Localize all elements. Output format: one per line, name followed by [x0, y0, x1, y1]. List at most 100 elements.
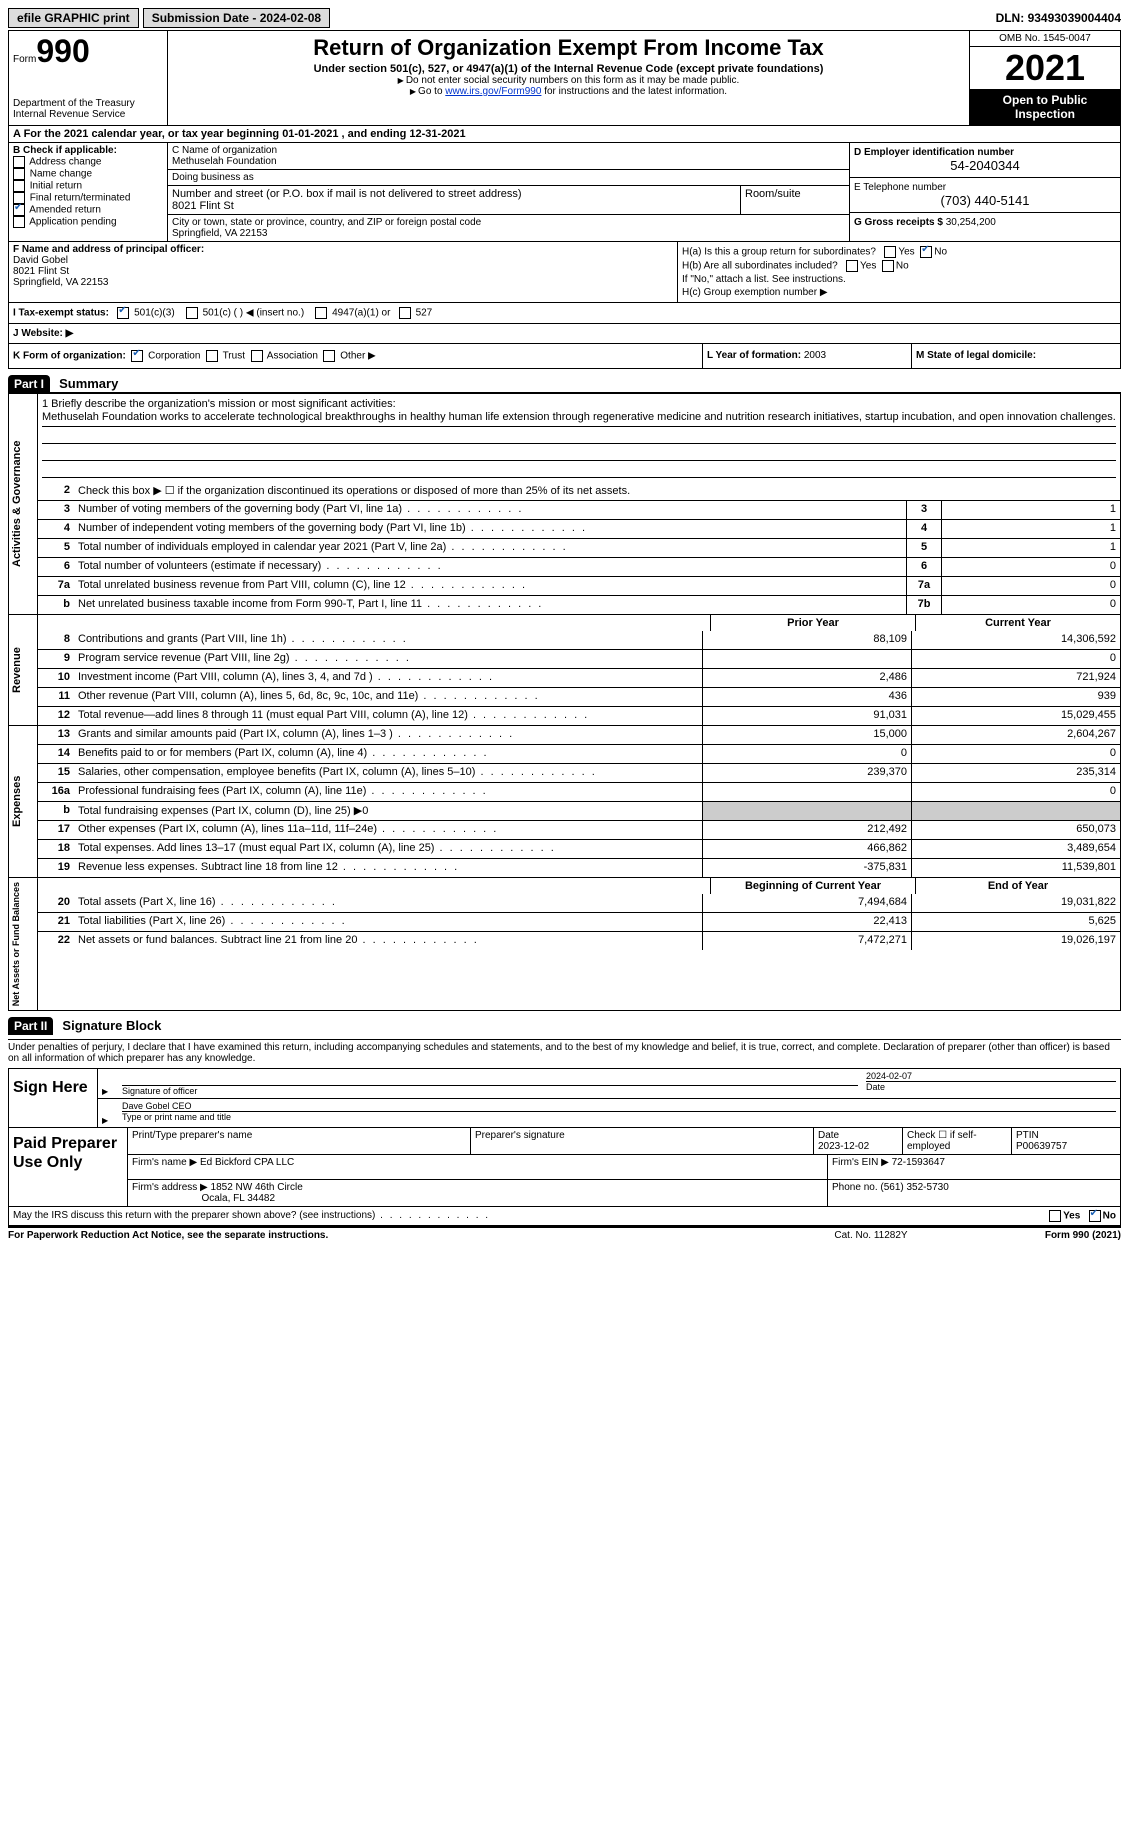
- row-desc: Salaries, other compensation, employee b…: [74, 764, 702, 782]
- current-val: 650,073: [911, 821, 1120, 839]
- row-desc: Total number of individuals employed in …: [74, 539, 906, 557]
- side-revenue: Revenue: [9, 615, 38, 725]
- colb-checkbox[interactable]: [13, 216, 25, 228]
- subtitle-2: Do not enter social security numbers on …: [172, 75, 965, 86]
- table-row: 9Program service revenue (Part VIII, lin…: [38, 649, 1120, 668]
- street-row: Number and street (or P.O. box if mail i…: [168, 186, 849, 215]
- prior-val: [702, 650, 911, 668]
- officer-name-label: Type or print name and title: [122, 1111, 1116, 1122]
- current-year-hdr: Current Year: [915, 615, 1120, 631]
- prior-val: 88,109: [702, 631, 911, 649]
- opt-501c: 501(c) ( ) ◀ (insert no.): [203, 308, 305, 319]
- corp-checkbox[interactable]: [131, 350, 143, 362]
- part-i-badge: Part I: [8, 375, 50, 393]
- row-desc: Total revenue—add lines 8 through 11 (mu…: [74, 707, 702, 725]
- public-inspection: Open to Public Inspection: [970, 89, 1120, 125]
- other-checkbox[interactable]: [323, 350, 335, 362]
- row-k: K Form of organization: Corporation Trus…: [9, 344, 703, 368]
- efile-print-button[interactable]: efile GRAPHIC print: [8, 8, 139, 28]
- row-num: 21: [38, 913, 74, 931]
- row-desc: Total liabilities (Part X, line 26): [74, 913, 702, 931]
- sig-date-label: Date: [866, 1081, 1116, 1092]
- paid-row-2: Firm's name ▶ Ed Bickford CPA LLC Firm's…: [128, 1155, 1120, 1180]
- irs-link[interactable]: www.irs.gov/Form990: [445, 86, 541, 97]
- row-num: 18: [38, 840, 74, 858]
- sign-right: Signature of officer 2024-02-07 Date Dav…: [98, 1069, 1120, 1127]
- row-num: 14: [38, 745, 74, 763]
- governance-body: 1 Briefly describe the organization's mi…: [38, 394, 1120, 614]
- colb-item: Address change: [13, 156, 163, 168]
- prior-val: 436: [702, 688, 911, 706]
- yes-label: Yes: [898, 247, 914, 258]
- ha-yes-checkbox[interactable]: [884, 246, 896, 258]
- 527-checkbox[interactable]: [399, 307, 411, 319]
- street-cell: Number and street (or P.O. box if mail i…: [168, 186, 741, 214]
- colb-checkbox[interactable]: [13, 204, 25, 216]
- city-label: City or town, state or province, country…: [172, 217, 481, 228]
- firm-addr-label: Firm's address ▶: [132, 1182, 211, 1193]
- prep-date: 2023-12-02: [818, 1141, 869, 1152]
- footer-right: Form 990 (2021): [971, 1230, 1121, 1241]
- colb-item: Final return/terminated: [13, 192, 163, 204]
- 4947-checkbox[interactable]: [315, 307, 327, 319]
- current-val: 235,314: [911, 764, 1120, 782]
- prior-val: 22,413: [702, 913, 911, 931]
- form-title: Return of Organization Exempt From Incom…: [172, 35, 965, 61]
- discuss-no: No: [1103, 1211, 1116, 1222]
- form-header: Form990 Department of the Treasury Inter…: [8, 30, 1121, 126]
- prior-val: 91,031: [702, 707, 911, 725]
- side-expenses: Expenses: [9, 726, 38, 877]
- firm-ein: 72-1593647: [892, 1157, 945, 1168]
- org-name-cell: C Name of organization Methuselah Founda…: [168, 143, 849, 170]
- signature-declaration: Under penalties of perjury, I declare th…: [8, 1039, 1121, 1066]
- tax-year: 2021: [970, 47, 1120, 89]
- row-num: 10: [38, 669, 74, 687]
- current-val: 14,306,592: [911, 631, 1120, 649]
- opt-4947: 4947(a)(1) or: [332, 308, 390, 319]
- colb-checkbox[interactable]: [13, 180, 25, 192]
- discuss-yes-checkbox[interactable]: [1049, 1210, 1061, 1222]
- row-desc: Grants and similar amounts paid (Part IX…: [74, 726, 702, 744]
- mission-blank-1: [42, 427, 1116, 444]
- trust-checkbox[interactable]: [206, 350, 218, 362]
- current-val: 0: [911, 745, 1120, 763]
- k-label: K Form of organization:: [13, 351, 126, 362]
- ha-no-checkbox[interactable]: [920, 246, 932, 258]
- hb-yes-checkbox[interactable]: [846, 260, 858, 272]
- phone-label: E Telephone number: [854, 182, 946, 193]
- discuss-answers: Yes No: [1049, 1210, 1116, 1222]
- hb-no-checkbox[interactable]: [882, 260, 894, 272]
- prior-val: 239,370: [702, 764, 911, 782]
- footer-left: For Paperwork Reduction Act Notice, see …: [8, 1230, 771, 1241]
- hb-line: H(b) Are all subordinates included? Yes …: [682, 260, 1116, 272]
- firm-phone: (561) 352-5730: [880, 1182, 948, 1193]
- table-row: 16aProfessional fundraising fees (Part I…: [38, 782, 1120, 801]
- prep-date-label: Date: [818, 1130, 839, 1141]
- officer-name: David Gobel: [13, 255, 68, 266]
- row-box-val: 0: [941, 558, 1120, 576]
- page-footer: For Paperwork Reduction Act Notice, see …: [8, 1226, 1121, 1241]
- 501c3-checkbox[interactable]: [117, 307, 129, 319]
- row-num: 12: [38, 707, 74, 725]
- row-klm: K Form of organization: Corporation Trus…: [8, 344, 1121, 369]
- mission-text: Methuselah Foundation works to accelerat…: [42, 410, 1116, 427]
- table-row: 7aTotal unrelated business revenue from …: [38, 576, 1120, 595]
- colb-checkbox[interactable]: [13, 156, 25, 168]
- row-box-val: 0: [941, 596, 1120, 614]
- row-desc: Investment income (Part VIII, column (A)…: [74, 669, 702, 687]
- goto-pre: Go to: [410, 86, 445, 97]
- org-info-block: B Check if applicable: Address change Na…: [8, 143, 1121, 242]
- row-desc: Total expenses. Add lines 13–17 (must eq…: [74, 840, 702, 858]
- officer-printed-name: Dave Gobel CEO: [122, 1101, 1116, 1111]
- row-a-calendar-year: A For the 2021 calendar year, or tax yea…: [8, 126, 1121, 143]
- table-row: 4Number of independent voting members of…: [38, 519, 1120, 538]
- assoc-checkbox[interactable]: [251, 350, 263, 362]
- 501c-checkbox[interactable]: [186, 307, 198, 319]
- discuss-no-checkbox[interactable]: [1089, 1210, 1101, 1222]
- suite-cell: Room/suite: [741, 186, 849, 214]
- suite-label: Room/suite: [745, 188, 801, 200]
- footer-cat: Cat. No. 11282Y: [771, 1230, 971, 1241]
- side-governance: Activities & Governance: [9, 394, 38, 614]
- row-box-num: 7b: [906, 596, 941, 614]
- colb-checkbox[interactable]: [13, 168, 25, 180]
